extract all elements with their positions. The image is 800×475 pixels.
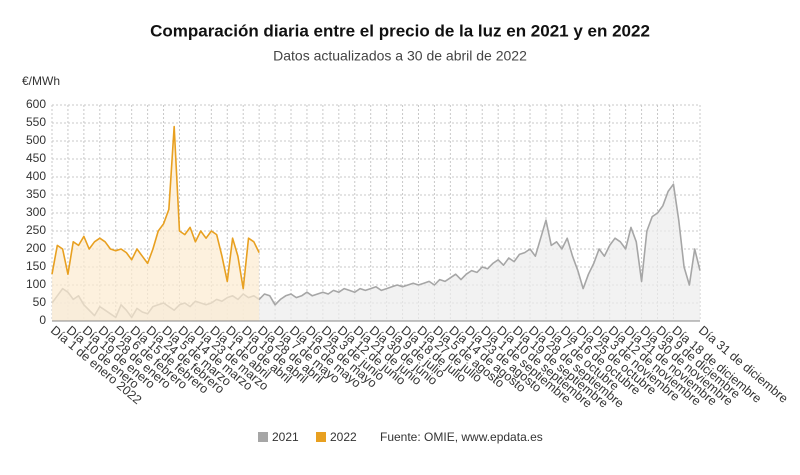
legend-label: 2021 <box>272 430 299 444</box>
y-tick-label: 400 <box>26 169 46 183</box>
chart-subtitle: Datos actualizados a 30 de abril de 2022 <box>273 48 527 64</box>
chart-title: Comparación diaria entre el precio de la… <box>150 21 650 40</box>
legend-swatch <box>258 432 268 442</box>
y-tick-label: 100 <box>26 277 46 291</box>
y-tick-label: 250 <box>26 223 46 237</box>
y-axis-label: €/MWh <box>22 74 60 88</box>
legend-label: 2022 <box>330 430 357 444</box>
y-tick-label: 600 <box>26 97 46 111</box>
y-tick-label: 550 <box>26 115 46 129</box>
y-tick-label: 200 <box>26 241 46 255</box>
y-tick-label: 500 <box>26 133 46 147</box>
legend-swatch <box>316 432 326 442</box>
y-tick-label: 450 <box>26 151 46 165</box>
y-tick-label: 350 <box>26 187 46 201</box>
y-tick-label: 150 <box>26 259 46 273</box>
source: Fuente: OMIE, www.epdata.es <box>380 430 543 444</box>
series-area <box>52 126 260 321</box>
series-line <box>51 125 260 290</box>
y-tick-label: 50 <box>33 295 47 309</box>
y-tick-label: 0 <box>39 313 46 327</box>
series-area <box>52 184 700 321</box>
y-tick-label: 300 <box>26 205 46 219</box>
